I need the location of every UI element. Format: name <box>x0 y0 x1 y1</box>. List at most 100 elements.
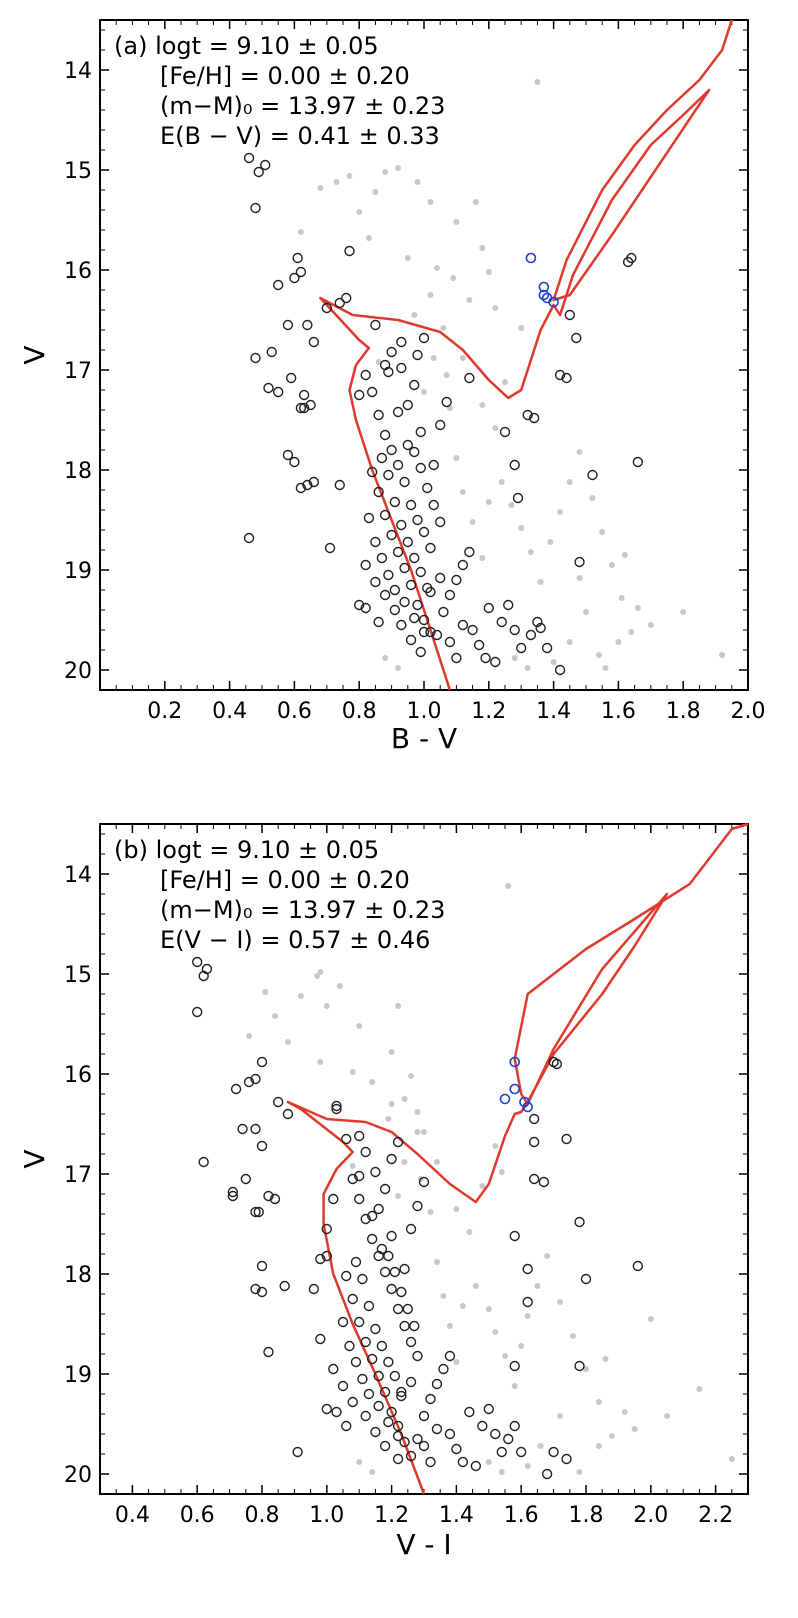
panel-a-member-star-point <box>282 449 294 461</box>
panel-b-field-star-point <box>388 1101 395 1107</box>
panel-b-x-tick-label: 0.8 <box>245 1503 280 1528</box>
panel-a-member-star-point <box>451 652 462 664</box>
panel-a-annotation-line3: (m−M)₀ = 13.97 ± 0.23 <box>160 92 445 120</box>
panel-b-member-star-point <box>331 1406 342 1418</box>
panel-a-field-star-point <box>595 652 602 658</box>
panel-a-member-star-point <box>243 532 255 544</box>
panel-a-member-star-point <box>383 469 394 481</box>
panel-b-member-star-point <box>341 1420 352 1432</box>
panel-b-field-star-point <box>570 1333 577 1339</box>
panel-a-member-star-point <box>405 579 417 591</box>
panel-a-isochrone-line <box>319 19 733 691</box>
panel-b-xlabel: V - I <box>396 1528 451 1561</box>
panel-b-field-star-point <box>459 1303 466 1309</box>
panel-b-field-star-point <box>395 1003 402 1009</box>
panel-a-member-star-point <box>418 614 430 626</box>
panel-a-member-star-point <box>399 562 410 574</box>
panel-a-member-star-point <box>392 546 404 558</box>
panel-b-member-star-point <box>366 1233 378 1245</box>
panel-a-member-star-point <box>496 616 507 628</box>
panel-a-member-star-point <box>392 406 404 418</box>
panel-b-red-clump-point <box>509 1056 521 1068</box>
panel-a-y-tick-label: 14 <box>64 59 92 84</box>
panel-b-field-star-point <box>395 1193 402 1199</box>
panel-a-member-star-point <box>298 389 310 401</box>
panel-a-member-star-point <box>587 469 598 481</box>
panel-a-field-star-point <box>395 165 402 171</box>
panel-a-member-star-point <box>415 566 426 578</box>
panel-b-field-star-point <box>511 1383 518 1389</box>
panel-b-member-star-point <box>392 1453 404 1465</box>
panel-b-member-star-point <box>256 1286 268 1298</box>
panel-b-member-star-point <box>451 1443 462 1455</box>
panel-b-red-clump-point <box>509 1083 521 1095</box>
panel-b-member-star-point <box>412 1350 423 1362</box>
panel-a-member-star-point <box>366 386 378 398</box>
panel-a-y-tick-label: 18 <box>64 459 92 484</box>
panel-b-member-star-point <box>522 1263 533 1275</box>
panel-a-field-star-point <box>440 325 447 331</box>
panel-a-field-star-point <box>618 595 625 601</box>
panel-a-field-star-point <box>485 499 492 505</box>
panel-a-member-star-point <box>260 159 271 171</box>
panel-a-member-star-point <box>308 336 320 348</box>
panel-b-member-star-point <box>347 1293 358 1305</box>
panel-b-field-star-point <box>647 1316 654 1322</box>
panel-a-field-star-point <box>547 539 554 545</box>
panel-b-field-star-point <box>479 1183 486 1189</box>
panel-b-member-star-point <box>561 1453 572 1465</box>
panel-a-member-star-point <box>370 319 381 331</box>
panel-a-member-star-point <box>503 599 514 611</box>
panel-b-member-star-point <box>344 1340 355 1352</box>
panel-a-member-star-point <box>360 559 371 571</box>
panel-a-field-star-point <box>498 479 505 485</box>
panel-b-field-star-point <box>557 1299 564 1305</box>
panel-a-member-star-point <box>574 556 585 568</box>
panel-a-member-star-point <box>405 499 417 511</box>
panel-b-member-star-point <box>418 1410 430 1422</box>
panel-b-member-star-point <box>538 1176 550 1188</box>
panel-a-field-star-point <box>647 622 654 628</box>
panel-a-member-star-point <box>396 336 407 348</box>
panel-b-member-star-point <box>256 1056 268 1068</box>
panel-b-field-star-point <box>433 1159 440 1165</box>
panel-a-member-star-point <box>292 252 303 264</box>
panel-a-member-star-point <box>422 582 433 594</box>
panel-b-field-star-point <box>524 1463 531 1469</box>
panel-a-field-star-point <box>599 529 606 535</box>
panel-b-field-star-point <box>356 1023 363 1029</box>
panel-a-field-star-point <box>502 379 508 385</box>
panel-b-member-star-point <box>444 1428 456 1440</box>
panel-a-field-star-point <box>566 479 573 485</box>
panel-a-member-star-point <box>561 372 572 384</box>
panel-b-field-star-point <box>595 1399 602 1405</box>
panel-b-member-star-point <box>366 1353 378 1365</box>
panel-b-member-star-point <box>269 1193 281 1205</box>
panel-b-member-star-point <box>360 1146 371 1158</box>
panel-b-field-star-point <box>349 1069 356 1075</box>
panel-b-member-star-point <box>392 1136 404 1148</box>
panel-b-member-star-point <box>292 1446 303 1458</box>
panel-a-y-tick-label: 17 <box>64 359 92 384</box>
panel-b-y-tick-label: 19 <box>64 1363 92 1388</box>
panel-a-member-star-point <box>295 402 307 414</box>
panel-a-red-clump-point <box>525 252 537 264</box>
panel-a-member-star-point <box>509 459 520 471</box>
panel-b-x-tick-label: 2.2 <box>698 1503 733 1528</box>
panel-a-member-star-point <box>321 302 332 314</box>
panel-b-member-star-point <box>386 1230 397 1242</box>
panel-b-member-star-point <box>396 1286 407 1298</box>
panel-b-member-star-point <box>496 1446 507 1458</box>
panel-b-member-star-point <box>383 1250 394 1262</box>
panel-b-member-star-point <box>405 1336 417 1348</box>
panel-a-member-star-point <box>564 309 575 321</box>
panel-a-member-star-point <box>399 596 410 608</box>
panel-b-member-star-point <box>354 1170 365 1182</box>
panel-a-field-star-point <box>433 265 440 271</box>
panel-a-field-star-point <box>492 305 499 311</box>
panel-a-x-tick-label: 0.6 <box>277 699 312 724</box>
panel-a-field-star-point <box>382 655 389 661</box>
panel-b-member-star-point <box>444 1350 456 1362</box>
panel-a-member-star-point <box>396 619 407 631</box>
panel-b-member-star-point <box>230 1083 242 1095</box>
